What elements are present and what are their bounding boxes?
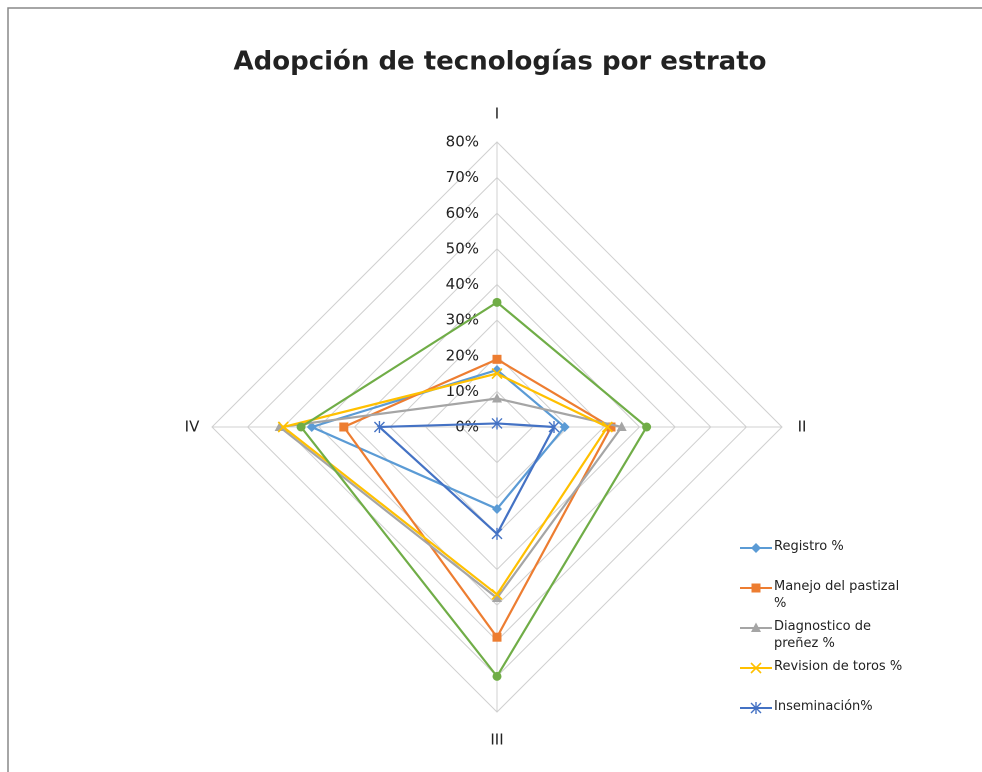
marker xyxy=(751,543,761,553)
marker xyxy=(559,422,570,432)
marker xyxy=(491,367,503,380)
legend-swatch xyxy=(740,702,772,714)
category-label: III xyxy=(490,731,503,749)
marker xyxy=(296,422,306,432)
chart-title: Adopción de tecnologías por estrato xyxy=(233,47,766,77)
legend-swatch xyxy=(740,622,772,632)
chart-border xyxy=(7,7,982,772)
legend-item: Inseminación% xyxy=(738,698,918,738)
marker xyxy=(492,297,502,307)
tick-label: 20% xyxy=(446,346,479,364)
tick-label: 30% xyxy=(446,311,479,329)
legend-item: Revision de toros % xyxy=(738,658,918,698)
tick-label: 80% xyxy=(446,133,479,151)
legend-item: Manejo del pastizal % xyxy=(738,578,918,618)
marker xyxy=(492,365,502,375)
marker xyxy=(491,417,503,430)
marker xyxy=(548,421,560,433)
tick-label: 70% xyxy=(446,168,479,186)
legend-label: Revision de toros % xyxy=(774,659,903,674)
marker xyxy=(751,583,761,593)
category-label: IV xyxy=(185,418,200,436)
marker xyxy=(339,422,349,432)
category-label: I xyxy=(495,105,499,123)
marker xyxy=(277,421,289,433)
category-label: II xyxy=(798,418,807,436)
marker xyxy=(373,421,385,433)
legend-label: Registro % xyxy=(774,539,844,554)
marker xyxy=(306,422,317,432)
marker xyxy=(492,393,502,403)
legend: Registro % Manejo del pastizal % Diagnosti… xyxy=(738,538,918,738)
marker xyxy=(606,422,616,432)
marker xyxy=(492,632,502,642)
legend-item: Registro % xyxy=(738,538,918,578)
legend-label: Inseminación% xyxy=(774,699,873,714)
legend-swatch xyxy=(740,583,772,593)
tick-label: 60% xyxy=(446,204,479,222)
legend-label: Manejo del pastizal % xyxy=(774,579,900,611)
marker xyxy=(492,503,502,514)
legend-label: Diagnostico de preñez % xyxy=(774,619,871,651)
tick-label: 40% xyxy=(446,275,479,293)
legend-item: Diagnostico de preñez % xyxy=(738,618,918,658)
marker xyxy=(491,588,503,601)
tick-label: 50% xyxy=(446,239,479,257)
marker xyxy=(642,422,652,432)
marker xyxy=(750,662,762,674)
tick-label: 10% xyxy=(446,382,479,400)
marker xyxy=(616,421,627,431)
marker xyxy=(751,622,761,632)
marker xyxy=(601,421,614,433)
marker xyxy=(750,702,762,714)
tick-label: 0% xyxy=(455,418,479,436)
marker xyxy=(492,592,502,602)
marker xyxy=(492,671,502,681)
marker xyxy=(491,527,503,540)
legend-swatch xyxy=(740,662,772,674)
marker xyxy=(492,354,502,364)
legend-swatch xyxy=(740,543,772,553)
